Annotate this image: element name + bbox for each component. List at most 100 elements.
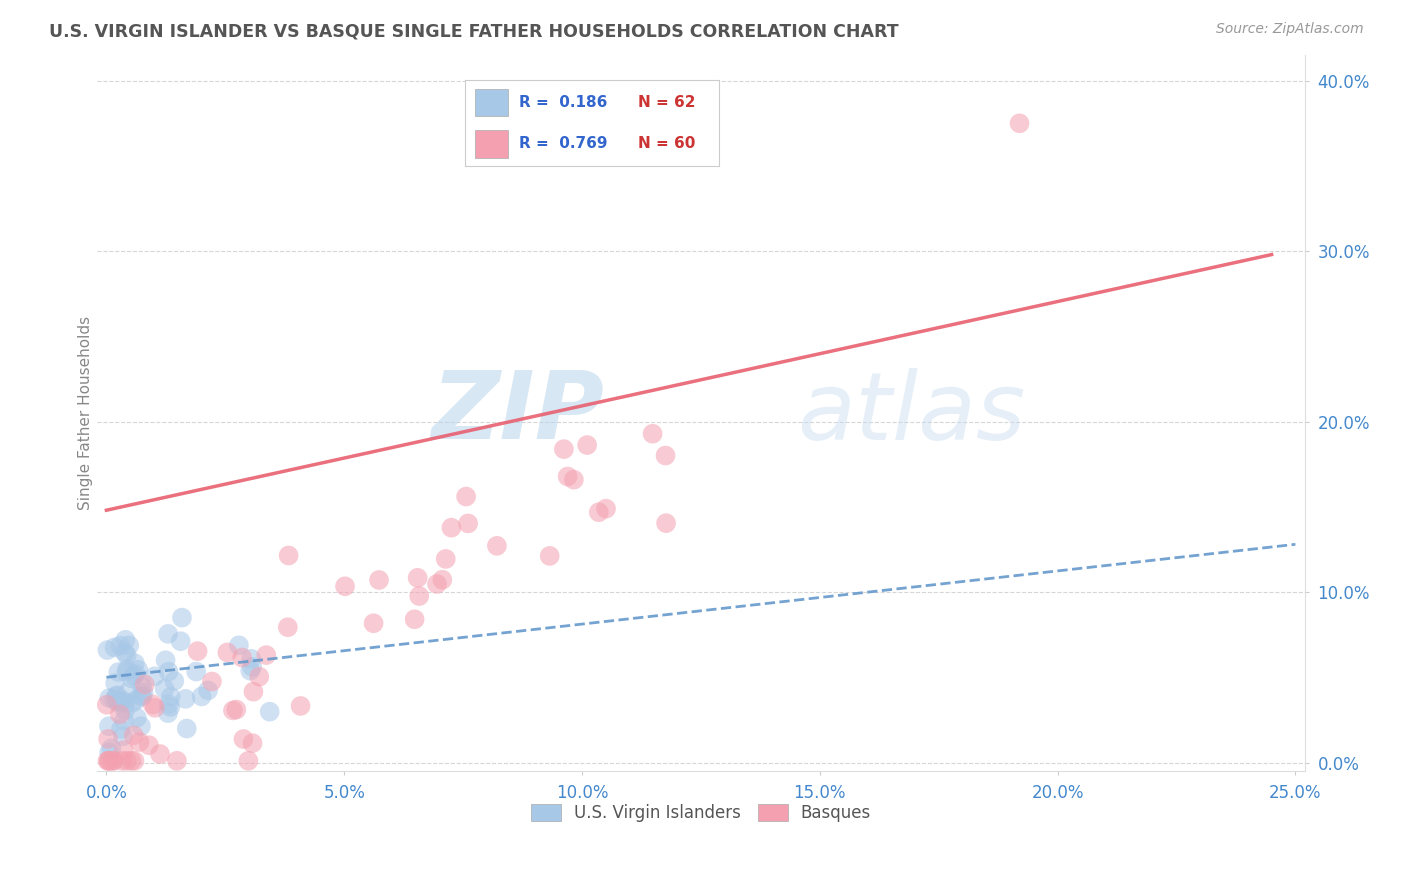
Point xyxy=(120,754,142,768)
Point xyxy=(114,632,136,647)
Point xyxy=(114,645,136,659)
Point xyxy=(103,640,125,655)
Point xyxy=(228,638,250,652)
Point xyxy=(107,665,129,679)
Point xyxy=(242,736,264,750)
Point xyxy=(117,662,139,676)
Point xyxy=(111,754,134,768)
Point xyxy=(128,735,150,749)
Point xyxy=(485,539,508,553)
Point xyxy=(96,643,118,657)
Point xyxy=(231,650,253,665)
Point xyxy=(143,669,166,683)
Point xyxy=(129,719,152,733)
Point xyxy=(440,521,463,535)
Text: atlas: atlas xyxy=(797,368,1026,458)
Point xyxy=(641,426,664,441)
Point xyxy=(169,634,191,648)
Point xyxy=(105,695,128,709)
Point xyxy=(125,711,148,725)
Point xyxy=(105,689,128,703)
Point xyxy=(114,696,136,710)
Point xyxy=(408,589,430,603)
Point xyxy=(112,729,135,743)
Text: Source: ZipAtlas.com: Source: ZipAtlas.com xyxy=(1216,22,1364,37)
Point xyxy=(112,714,135,728)
Point xyxy=(97,719,120,733)
Point xyxy=(197,683,219,698)
Point xyxy=(127,663,149,677)
Point xyxy=(654,449,676,463)
Point xyxy=(240,652,263,666)
Point xyxy=(121,672,143,686)
Point xyxy=(277,620,299,634)
Point xyxy=(118,638,141,652)
Point xyxy=(108,707,131,722)
Point xyxy=(557,469,579,483)
Point xyxy=(131,680,153,694)
Point xyxy=(290,698,312,713)
Point xyxy=(115,665,138,679)
Point xyxy=(217,645,239,659)
Point xyxy=(142,698,165,712)
Point xyxy=(138,738,160,752)
Point xyxy=(97,731,120,746)
Point xyxy=(100,741,122,756)
Point xyxy=(104,676,127,690)
Point xyxy=(242,684,264,698)
Point xyxy=(114,703,136,717)
Point xyxy=(157,665,180,679)
Text: ZIP: ZIP xyxy=(432,368,605,459)
Point xyxy=(163,673,186,688)
Point xyxy=(121,696,143,710)
Point xyxy=(122,728,145,742)
Point xyxy=(232,732,254,747)
Point xyxy=(157,697,180,711)
Point xyxy=(103,754,125,768)
Text: U.S. VIRGIN ISLANDER VS BASQUE SINGLE FATHER HOUSEHOLDS CORRELATION CHART: U.S. VIRGIN ISLANDER VS BASQUE SINGLE FA… xyxy=(49,22,898,40)
Point xyxy=(157,627,180,641)
Point xyxy=(225,702,247,716)
Point xyxy=(655,516,678,530)
Point xyxy=(153,681,176,696)
Point xyxy=(259,705,281,719)
Point xyxy=(156,706,179,720)
Point xyxy=(98,754,121,768)
Legend: U.S. Virgin Islanders, Basques: U.S. Virgin Islanders, Basques xyxy=(523,796,880,830)
Point xyxy=(187,644,209,658)
Point xyxy=(149,747,172,761)
Point xyxy=(240,660,263,674)
Point xyxy=(457,516,479,531)
Point xyxy=(125,693,148,707)
Point xyxy=(432,573,454,587)
Point xyxy=(132,685,155,699)
Point xyxy=(110,722,132,736)
Point xyxy=(576,438,599,452)
Point xyxy=(222,703,245,717)
Point xyxy=(553,442,575,457)
Point xyxy=(112,694,135,708)
Point xyxy=(1008,116,1031,130)
Point xyxy=(174,691,197,706)
Point xyxy=(124,657,146,671)
Point xyxy=(368,573,391,587)
Point xyxy=(105,689,128,703)
Point xyxy=(595,501,617,516)
Point xyxy=(96,698,118,712)
Point xyxy=(98,746,121,760)
Point xyxy=(538,549,561,563)
Point xyxy=(122,668,145,682)
Point xyxy=(131,690,153,704)
Point xyxy=(112,743,135,757)
Point xyxy=(456,490,478,504)
Y-axis label: Single Father Households: Single Father Households xyxy=(79,316,93,510)
Point xyxy=(277,549,299,563)
Point xyxy=(129,689,152,703)
Point xyxy=(363,616,385,631)
Point xyxy=(238,754,260,768)
Point xyxy=(96,754,118,768)
Point xyxy=(143,700,166,714)
Point xyxy=(562,473,585,487)
Point xyxy=(170,610,193,624)
Point xyxy=(239,664,262,678)
